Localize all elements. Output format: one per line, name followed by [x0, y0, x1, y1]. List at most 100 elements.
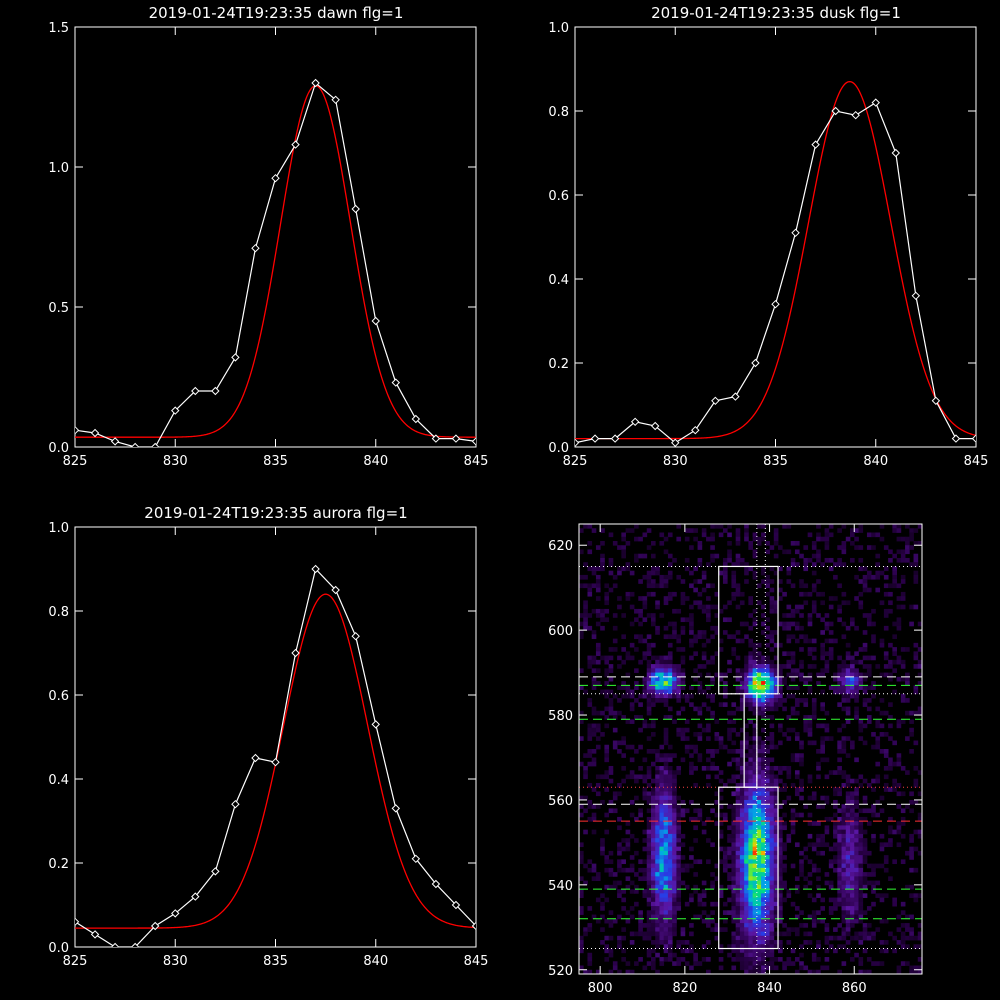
heatmap-xtick-label: 840 — [757, 981, 782, 996]
connector-box — [743, 693, 758, 788]
aurora-data-point — [411, 854, 421, 864]
dawn-ytick-label: 0.0 — [48, 441, 69, 456]
aurora-ytick-label: 0.4 — [48, 773, 69, 788]
dawn-data-point — [211, 386, 220, 396]
dawn-data-point — [471, 437, 476, 446]
aurora-data-point — [311, 564, 320, 574]
dawn-data-point — [251, 243, 260, 253]
dusk-xtick-label: 845 — [964, 454, 989, 469]
dawn-data-point — [75, 425, 80, 435]
heatmap-xtick-label: 860 — [842, 981, 867, 996]
aurora-data-point — [211, 867, 220, 876]
dusk-data-point — [791, 228, 800, 238]
dawn-xtick-label: 840 — [363, 454, 388, 469]
heatmap-ytick-label: 560 — [548, 794, 573, 809]
heatmap-ytick-label: 540 — [548, 879, 573, 894]
aurora-xtick-label: 830 — [163, 954, 188, 969]
dawn-data-point — [271, 173, 280, 183]
aurora-data-point — [431, 879, 441, 889]
aurora-data-point — [231, 799, 240, 809]
dusk-ytick-label: 0.8 — [548, 105, 569, 120]
aurora-ytick-label: 0.2 — [48, 857, 69, 872]
dusk-data-point — [911, 291, 921, 301]
aurora-data-point — [75, 917, 80, 927]
dusk-data-point — [691, 425, 700, 435]
dusk-data-point — [671, 438, 680, 447]
dawn-data-point — [431, 434, 441, 443]
dusk-data-point — [951, 434, 961, 443]
aurora-data-point — [271, 757, 280, 767]
aurora-ytick-label: 0.6 — [48, 689, 69, 704]
dusk-data-point — [931, 396, 941, 406]
aurora-data-point — [251, 753, 260, 763]
dawn-data-point — [291, 140, 300, 149]
dusk-xtick-label: 840 — [863, 454, 888, 469]
dusk-ytick-label: 1.0 — [548, 21, 569, 36]
aurora-ytick-label: 1.0 — [48, 521, 69, 536]
dusk-data-point — [751, 358, 760, 368]
dusk-data-point — [971, 434, 976, 443]
dusk-xtick-label: 830 — [663, 454, 688, 469]
dusk-ytick-label: 0.4 — [548, 273, 569, 288]
dawn-xtick-label: 825 — [63, 454, 88, 469]
dawn-data-point — [110, 437, 120, 446]
dusk-panel: 2019-01-24T19:23:35 dusk flg=1 825 830 835… — [548, 4, 988, 469]
aurora-xtick-label: 825 — [63, 954, 88, 969]
heatmap-xtick-label: 820 — [672, 981, 697, 996]
aurora-title: 2019-01-24T19:23:35 aurora flg=1 — [144, 504, 407, 522]
heatmap-ytick-label: 580 — [548, 709, 573, 724]
aurora-data-point — [331, 585, 340, 595]
aurora-xtick-label: 840 — [363, 954, 388, 969]
dusk-xtick-label: 835 — [763, 454, 788, 469]
aurora-data-point — [351, 631, 360, 641]
dawn-data-point — [351, 204, 360, 214]
dawn-xtick-label: 845 — [464, 454, 489, 469]
aurora-data-point — [171, 909, 180, 918]
dawn-data-point — [331, 95, 340, 105]
dawn-data-point — [371, 316, 380, 326]
dusk-data-point — [711, 396, 720, 406]
aurora-data-point — [451, 900, 461, 910]
heatmap-ytick-label: 600 — [548, 624, 573, 639]
aurora-data-point — [191, 892, 200, 901]
dawn-data-point — [130, 442, 140, 447]
dusk-data-point — [610, 434, 620, 443]
aurora-xtick-label: 845 — [464, 954, 489, 969]
dawn-plot: 825 830 835 840 845 0.0 0.5 1.0 1.5 — [48, 21, 488, 469]
dawn-data-point — [171, 406, 180, 415]
dusk-title: 2019-01-24T19:23:35 dusk flg=1 — [651, 4, 901, 22]
dusk-ytick-label: 0.6 — [548, 189, 569, 204]
dusk-data-point — [575, 438, 580, 447]
aurora-data-point — [471, 921, 476, 931]
dawn-data-point — [231, 353, 240, 362]
heatmap-ytick-label: 620 — [548, 539, 573, 554]
heatmap-overlays — [579, 524, 922, 974]
dusk-data-point — [891, 148, 901, 158]
image-panel: 800 820 840 860 520 540 560 580 600 620 — [548, 523, 923, 996]
dawn-data-point — [150, 442, 160, 447]
dawn-ytick-label: 1.0 — [48, 161, 69, 176]
heatmap-cells — [579, 524, 923, 975]
dusk-data-point — [851, 110, 860, 120]
aurora-panel: 2019-01-24T19:23:35 aurora flg=1 825 830 8… — [48, 504, 488, 969]
dawn-ytick-label: 1.5 — [48, 21, 69, 36]
dusk-xtick-label: 825 — [563, 454, 588, 469]
aurora-data-point — [150, 921, 160, 931]
dusk-ytick-label: 0.2 — [548, 357, 569, 372]
dusk-data-point — [831, 106, 840, 116]
aurora-data-point — [291, 648, 300, 658]
aurora-xtick-label: 835 — [263, 954, 288, 969]
aurora-data-point — [371, 720, 380, 729]
dusk-data-point — [650, 421, 660, 431]
dusk-fit-curve — [575, 80, 976, 440]
heatmap-axes-frame — [578, 523, 923, 975]
dusk-data-point — [811, 140, 820, 149]
heatmap-plot: 800 820 840 860 520 540 560 580 600 620 — [548, 523, 923, 996]
dusk-ytick-label: 0.0 — [548, 441, 569, 456]
aurora-plot: 825 830 835 840 845 0.0 0.2 0.4 0.6 0.8 1.0 — [48, 521, 488, 969]
aurora-ytick-label: 0.0 — [48, 941, 69, 956]
heatmap-xtick-label: 800 — [588, 981, 613, 996]
dawn-data-point — [191, 386, 200, 396]
aurora-data-point — [391, 804, 401, 813]
